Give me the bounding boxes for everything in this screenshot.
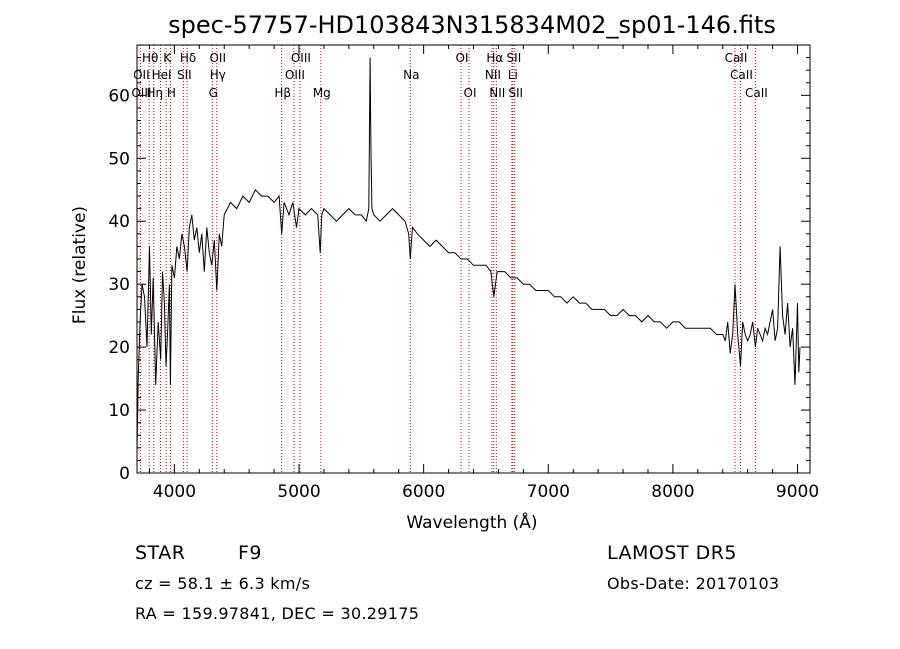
y-axis-label: Flux (relative) bbox=[70, 206, 90, 324]
line-marker-group bbox=[139, 45, 756, 473]
y-tick-label-30: 30 bbox=[108, 275, 130, 295]
line-marker-label-17: CaII bbox=[730, 68, 753, 82]
x-tick-label-7000: 7000 bbox=[527, 482, 570, 502]
line-marker-label-24: OI bbox=[464, 86, 477, 100]
line-marker-label-14: Na bbox=[403, 68, 419, 82]
line-marker-label-6: Hα bbox=[486, 51, 503, 65]
y-tick-label-50: 50 bbox=[108, 149, 130, 169]
line-marker-label-27: CaII bbox=[745, 86, 768, 100]
line-marker-label-12: Hγ bbox=[210, 68, 226, 82]
x-tick-label-9000: 9000 bbox=[776, 482, 819, 502]
observation-date: Obs-Date: 20170103 bbox=[607, 574, 780, 593]
x-axis: 4000 5000 6000 7000 8000 9000 bbox=[148, 45, 819, 502]
line-marker-label-5: OI bbox=[456, 51, 469, 65]
spectrum-line bbox=[136, 57, 801, 455]
x-tick-label-5000: 5000 bbox=[277, 482, 320, 502]
line-marker-label-11: SII bbox=[177, 68, 192, 82]
line-marker-label-13: OIII bbox=[285, 68, 305, 82]
x-tick-label-4000: 4000 bbox=[153, 482, 196, 502]
line-marker-label-0: Hθ bbox=[142, 51, 158, 65]
chart-title: spec-57757-HD103843N315834M02_sp01-146.f… bbox=[168, 11, 776, 39]
line-marker-label-20: H bbox=[167, 86, 176, 100]
spectral-subclass: F9 bbox=[238, 542, 263, 564]
line-marker-label-23: Mg bbox=[313, 86, 331, 100]
line-marker-label-9: OII bbox=[133, 68, 150, 82]
redshift-readout: cz = 58.1 ± 6.3 km/s bbox=[135, 574, 311, 593]
line-marker-label-26: SII bbox=[508, 86, 523, 100]
object-class: STAR bbox=[135, 542, 186, 564]
line-marker-label-7: SII bbox=[507, 51, 522, 65]
y-tick-label-20: 20 bbox=[108, 338, 130, 358]
line-marker-label-3: OII bbox=[209, 51, 226, 65]
x-tick-label-8000: 8000 bbox=[651, 482, 694, 502]
y-tick-label-60: 60 bbox=[108, 86, 130, 106]
line-marker-label-18: OIII bbox=[131, 86, 151, 100]
y-axis: 0 10 20 30 40 50 60 bbox=[108, 57, 810, 484]
line-marker-label-8: CaII bbox=[725, 51, 748, 65]
line-marker-label-4: OIII bbox=[291, 51, 311, 65]
line-marker-label-16: Li bbox=[508, 68, 518, 82]
y-tick-label-0: 0 bbox=[119, 464, 130, 484]
line-marker-label-1: K bbox=[163, 51, 172, 65]
line-marker-label-19: Hη bbox=[147, 86, 164, 100]
plot-frame bbox=[136, 44, 811, 474]
line-marker-label-22: Hβ bbox=[274, 86, 291, 100]
line-marker-label-25: NII bbox=[489, 86, 505, 100]
x-axis-label: Wavelength (Å) bbox=[406, 511, 537, 533]
line-marker-label-15: NII bbox=[485, 68, 501, 82]
coordinates-readout: RA = 159.97841, DEC = 30.29175 bbox=[135, 604, 420, 623]
survey-name: LAMOST DR5 bbox=[607, 542, 737, 564]
line-marker-label-10: HeI bbox=[152, 68, 172, 82]
line-marker-label-21: G bbox=[209, 86, 218, 100]
y-tick-label-40: 40 bbox=[108, 212, 130, 232]
y-tick-label-10: 10 bbox=[108, 401, 130, 421]
line-marker-label-2: Hδ bbox=[180, 51, 196, 65]
x-tick-label-6000: 6000 bbox=[402, 482, 445, 502]
